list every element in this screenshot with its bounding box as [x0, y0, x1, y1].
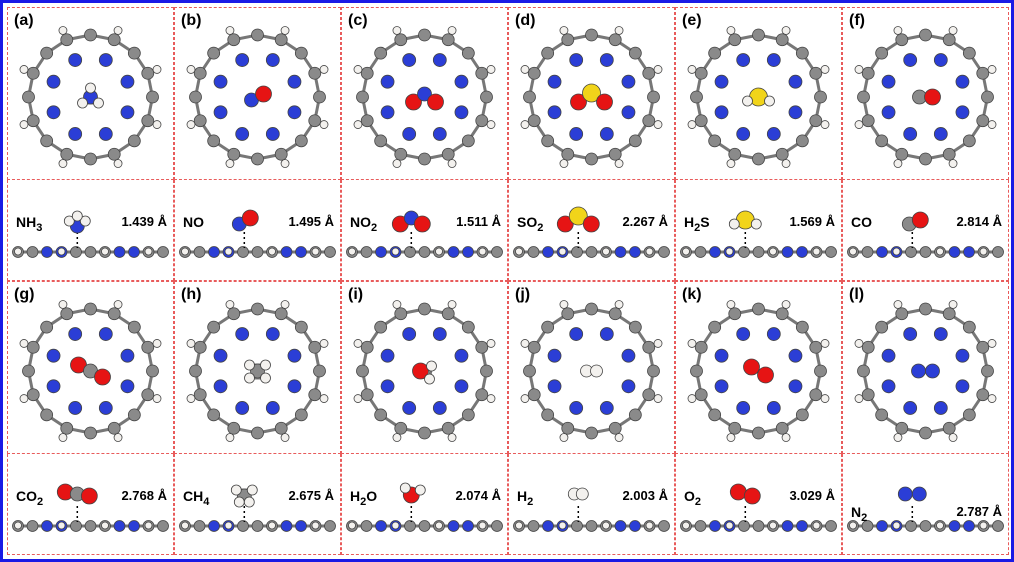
panel-b-molecule: NO [183, 214, 204, 230]
panel-k: (k) O2 3.029 Å [675, 281, 842, 555]
panel-a-distance: 1.439 Å [121, 214, 167, 229]
panel-h-label: (h) [181, 286, 201, 304]
panel-c-topview: (c) [341, 7, 508, 180]
panel-a-molecule: NH3 [16, 214, 42, 234]
panel-g-label: (g) [14, 286, 34, 304]
panel-i-sideview: H2O 2.074 Å [341, 454, 508, 555]
panel-k-label: (k) [682, 286, 702, 304]
figure-frame: (a) NH3 1.439 Å (b) NO 1.495 Å (c) NO2 1… [0, 0, 1014, 562]
panel-e-sideview: H2S 1.569 Å [675, 180, 842, 281]
panel-d-label: (d) [515, 12, 535, 30]
panel-l: (l) N2 2.787 Å [842, 281, 1009, 555]
panel-l-molecule: N2 [851, 504, 867, 524]
panel-e: (e) H2S 1.569 Å [675, 7, 842, 281]
panel-g-sideview: CO2 2.768 Å [7, 454, 174, 555]
panel-j-distance: 2.003 Å [622, 488, 668, 503]
panel-a-topview: (a) [7, 7, 174, 180]
panel-h-sideview: CH4 2.675 Å [174, 454, 341, 555]
panel-i-label: (i) [348, 286, 363, 304]
panel-b-topview: (b) [174, 7, 341, 180]
panel-k-sideview: O2 3.029 Å [675, 454, 842, 555]
panel-j-molecule: H2 [517, 488, 533, 508]
panel-b-label: (b) [181, 12, 201, 30]
panel-g-topview: (g) [7, 281, 174, 454]
panel-c-molecule: NO2 [350, 214, 377, 234]
panel-k-distance: 3.029 Å [789, 488, 835, 503]
panel-f-distance: 2.814 Å [956, 214, 1002, 229]
panel-f: (f) CO 2.814 Å [842, 7, 1009, 281]
panel-f-topview: (f) [842, 7, 1009, 180]
panel-e-distance: 1.569 Å [789, 214, 835, 229]
panel-d-molecule: SO2 [517, 214, 543, 234]
row-bottom: (g) CO2 2.768 Å (h) CH4 2.675 Å (i) H2O … [7, 281, 1007, 555]
panel-g: (g) CO2 2.768 Å [7, 281, 174, 555]
panel-b: (b) NO 1.495 Å [174, 7, 341, 281]
panel-g-molecule: CO2 [16, 488, 43, 508]
panel-l-sideview: N2 2.787 Å [842, 454, 1009, 555]
panel-k-molecule: O2 [684, 488, 701, 508]
panel-a-label: (a) [14, 12, 34, 30]
panel-g-distance: 2.768 Å [121, 488, 167, 503]
panel-b-distance: 1.495 Å [288, 214, 334, 229]
panel-d-distance: 2.267 Å [622, 214, 668, 229]
panel-i: (i) H2O 2.074 Å [341, 281, 508, 555]
panel-f-molecule: CO [851, 214, 872, 230]
panel-d-sideview: SO2 2.267 Å [508, 180, 675, 281]
panel-i-topview: (i) [341, 281, 508, 454]
panel-f-sideview: CO 2.814 Å [842, 180, 1009, 281]
panel-d-topview: (d) [508, 7, 675, 180]
panel-l-label: (l) [849, 286, 864, 304]
panel-c-label: (c) [348, 12, 368, 30]
panel-e-molecule: H2S [684, 214, 710, 234]
panel-l-distance: 2.787 Å [956, 504, 1002, 519]
panel-c-sideview: NO2 1.511 Å [341, 180, 508, 281]
panel-i-distance: 2.074 Å [455, 488, 501, 503]
panel-d: (d) SO2 2.267 Å [508, 7, 675, 281]
panel-k-topview: (k) [675, 281, 842, 454]
panel-h-topview: (h) [174, 281, 341, 454]
panel-c: (c) NO2 1.511 Å [341, 7, 508, 281]
panel-h-molecule: CH4 [183, 488, 209, 508]
panel-f-label: (f) [849, 12, 865, 30]
panel-e-topview: (e) [675, 7, 842, 180]
row-top: (a) NH3 1.439 Å (b) NO 1.495 Å (c) NO2 1… [7, 7, 1007, 281]
panel-i-molecule: H2O [350, 488, 377, 508]
panel-j: (j) H2 2.003 Å [508, 281, 675, 555]
panel-c-distance: 1.511 Å [456, 214, 501, 229]
panel-b-sideview: NO 1.495 Å [174, 180, 341, 281]
panel-h-distance: 2.675 Å [288, 488, 334, 503]
panel-j-topview: (j) [508, 281, 675, 454]
panel-l-topview: (l) [842, 281, 1009, 454]
panel-a-sideview: NH3 1.439 Å [7, 180, 174, 281]
panel-e-label: (e) [682, 12, 702, 30]
panel-j-label: (j) [515, 286, 530, 304]
panel-j-sideview: H2 2.003 Å [508, 454, 675, 555]
panel-a: (a) NH3 1.439 Å [7, 7, 174, 281]
panel-h: (h) CH4 2.675 Å [174, 281, 341, 555]
